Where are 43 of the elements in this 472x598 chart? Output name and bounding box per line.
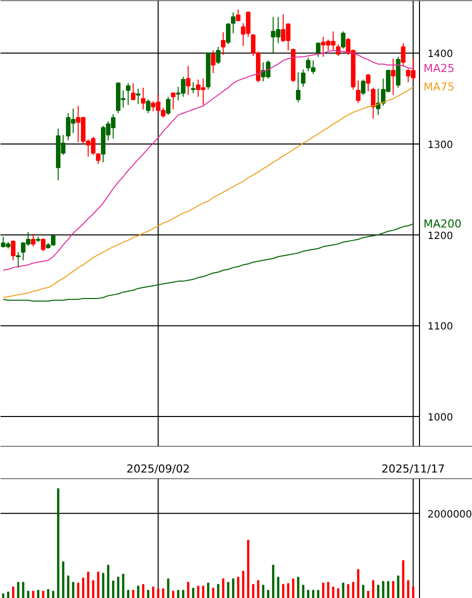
candlestick [340, 30, 346, 50]
y-tick-label: 1300 [428, 140, 453, 152]
candlestick [300, 69, 306, 88]
candlestick [400, 42, 406, 66]
candlestick [186, 65, 190, 96]
candlestick [360, 79, 366, 96]
candlestick [236, 9, 240, 22]
candlestick [390, 58, 396, 96]
candlestick [140, 87, 146, 110]
candlestick [96, 152, 100, 165]
candlestick [366, 74, 370, 92]
candlestick [356, 80, 360, 104]
y-tick-label: 1000 [428, 412, 453, 424]
candlestick [136, 88, 140, 105]
candlestick [166, 96, 170, 116]
candlestick [10, 240, 16, 261]
line-series [2, 223, 414, 302]
x-tick-label: 2025/09/02 [126, 462, 190, 476]
candlestick [30, 233, 36, 248]
y-tick-label: 1200 [428, 230, 453, 242]
series-label: MA25 [424, 62, 455, 76]
x-tick-label: 2025/11/17 [382, 462, 445, 476]
candlestick [316, 42, 320, 58]
series-label: MA75 [424, 80, 455, 94]
series-label: MA200 [424, 217, 462, 230]
candlestick [296, 72, 300, 103]
candlestick [16, 252, 20, 268]
candlestick [370, 87, 376, 120]
line-series [2, 86, 414, 298]
y-tick-label: 2000000 [428, 509, 472, 520]
candlestick [216, 46, 220, 65]
candlestick [230, 12, 236, 34]
candlestick [126, 82, 130, 106]
candlestick [130, 82, 136, 101]
candlestick [40, 238, 46, 252]
candlestick [170, 92, 176, 110]
candlestick [226, 22, 230, 45]
candlestick [146, 99, 150, 114]
candlestick [220, 32, 226, 56]
y-tick-label: 1400 [428, 49, 453, 60]
y-tick-label: 1100 [428, 322, 453, 333]
candlestick [210, 50, 216, 74]
candlestick [190, 82, 196, 94]
